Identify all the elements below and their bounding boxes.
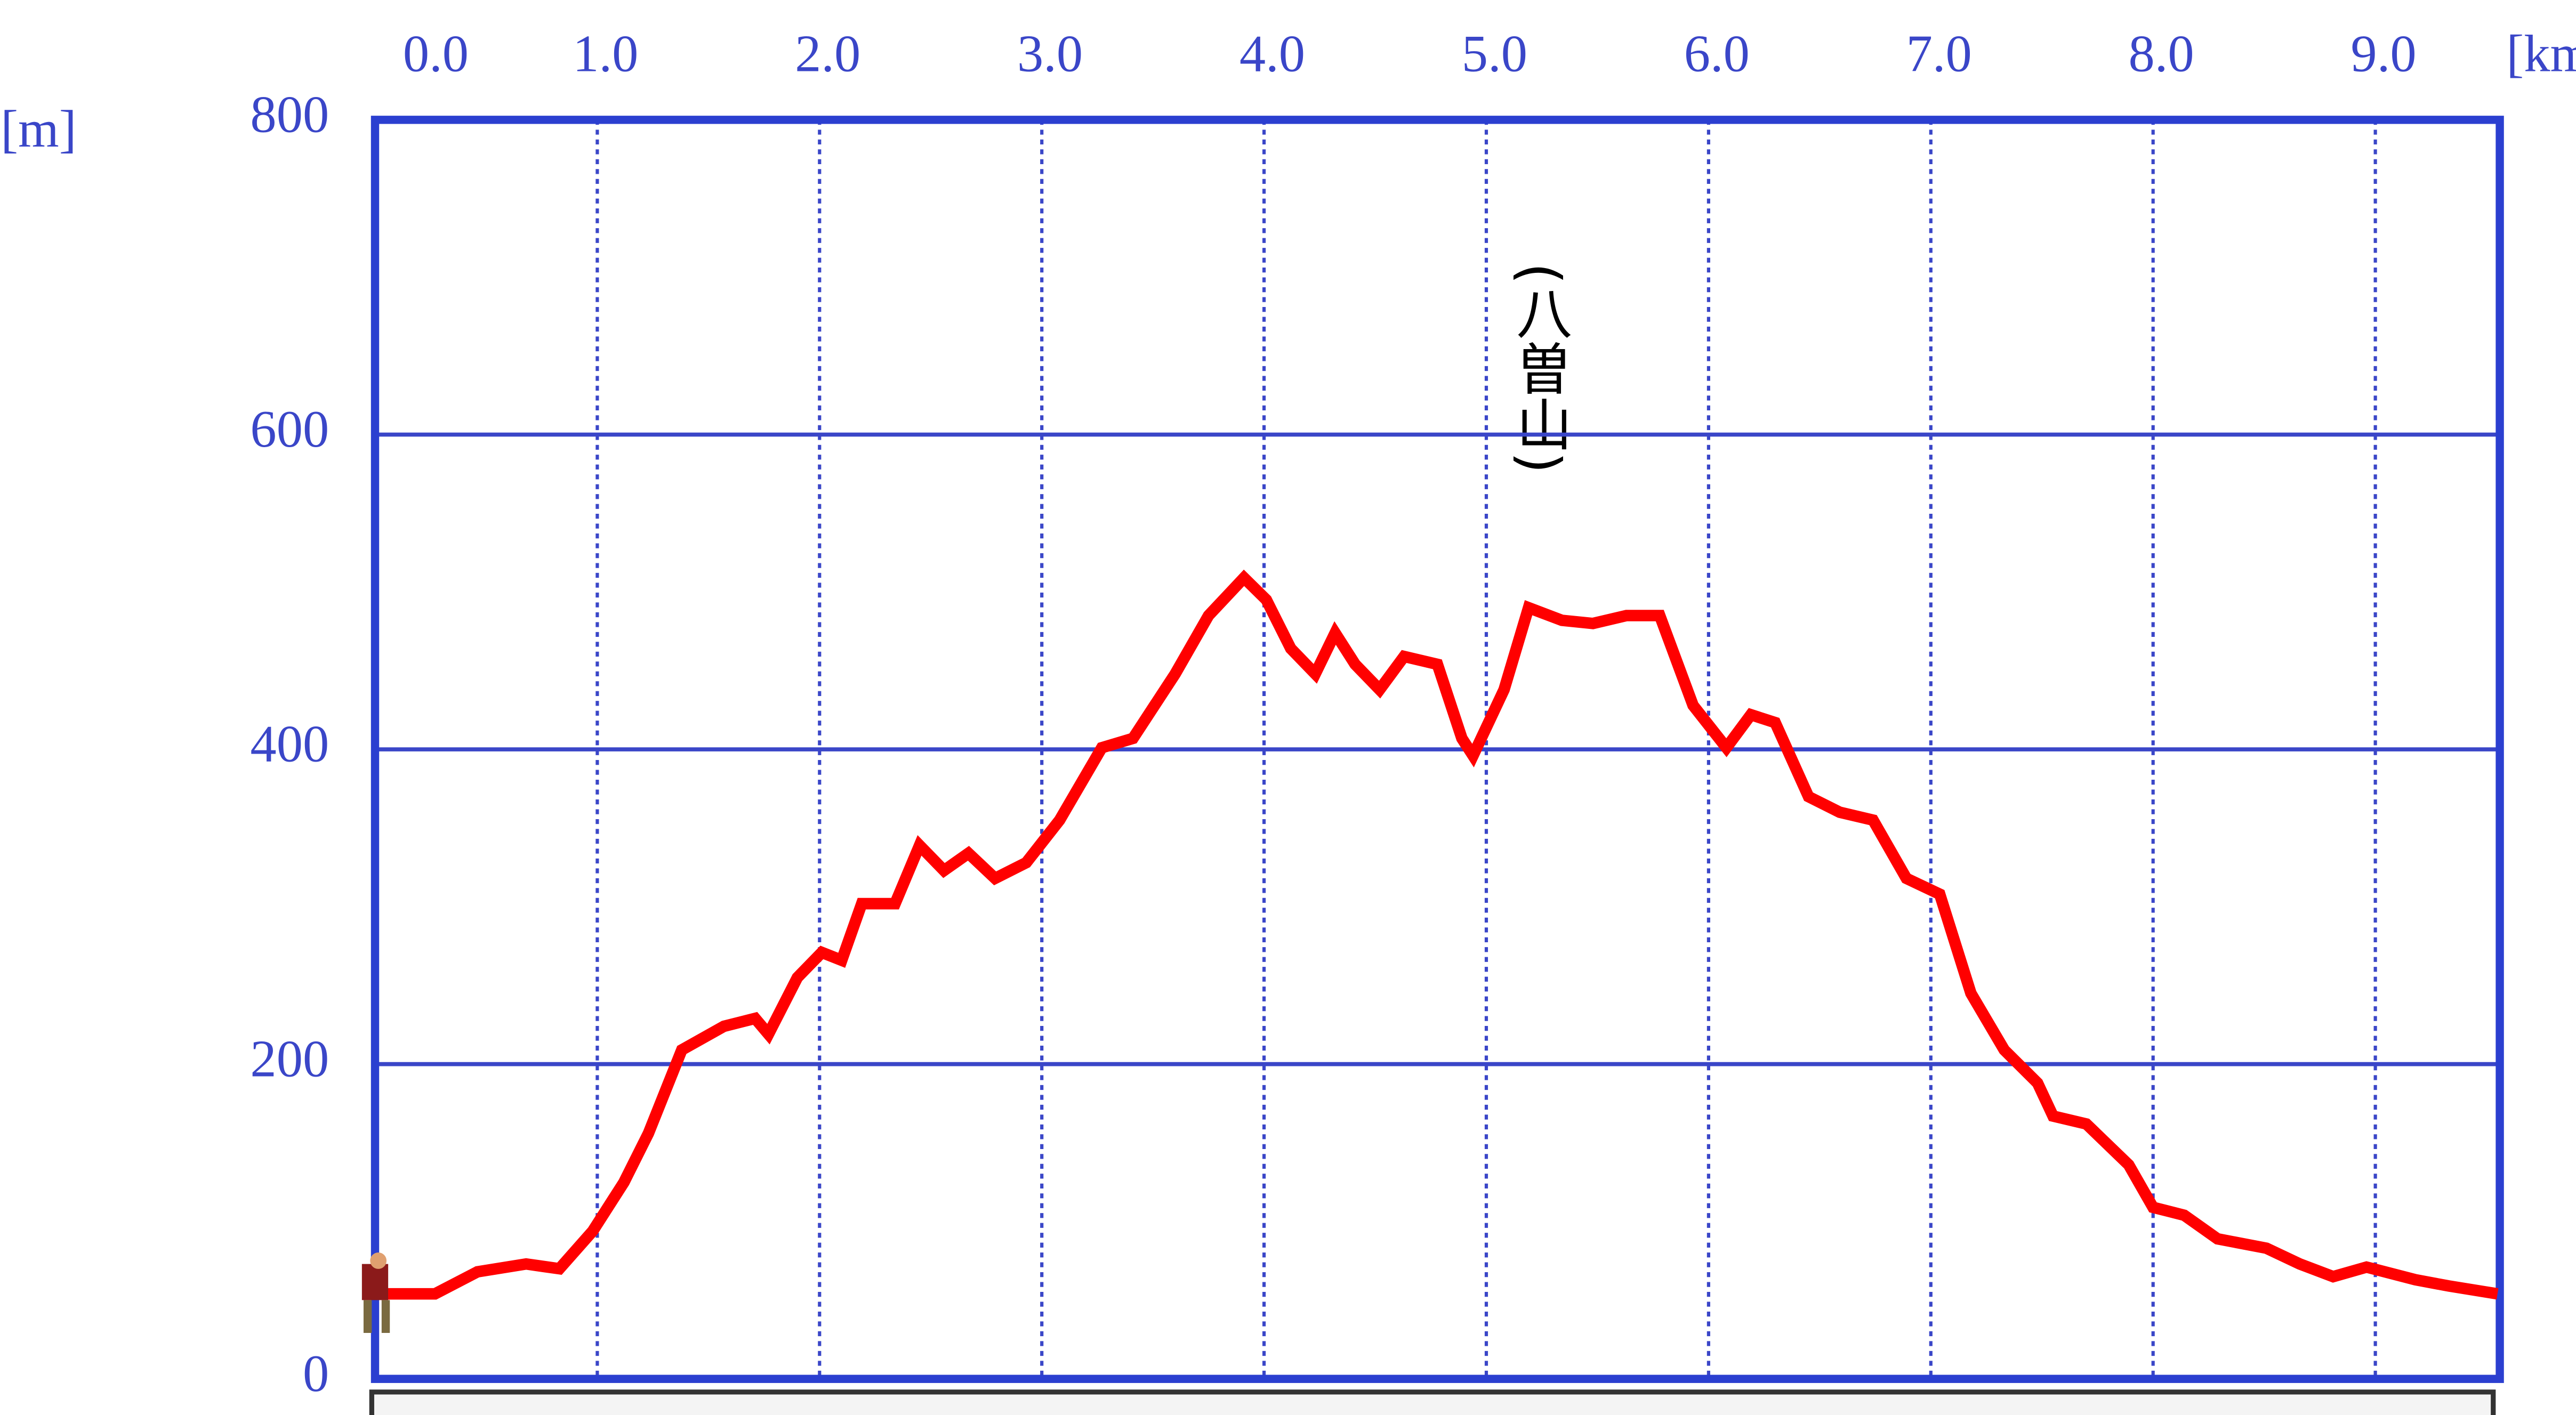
x-tick-label: 2.0: [795, 25, 860, 83]
y-tick-label: 600: [250, 400, 329, 458]
y-tick-label: 200: [250, 1030, 329, 1088]
annotation: (八曽山): [1507, 263, 1572, 474]
x-tick-label: 6.0: [1684, 25, 1750, 83]
y-tick-label: 400: [250, 715, 329, 773]
x-tick-label: 0.0: [403, 25, 469, 83]
x-tick-label: 3.0: [1017, 25, 1083, 83]
y-tick-label: 800: [250, 85, 329, 143]
x-tick-label: 4.0: [1239, 25, 1305, 83]
y-tick-label: 0: [303, 1345, 329, 1403]
y-axis-label: [m]: [1, 100, 76, 158]
x-tick-label: 8.0: [2129, 25, 2194, 83]
x-tick-label: 5.0: [1462, 25, 1527, 83]
info-box: [369, 1389, 2496, 1415]
x-axis-label: [km]: [2506, 25, 2576, 83]
x-tick-label: 1.0: [573, 25, 638, 83]
plot-frame: [371, 116, 2504, 1383]
hiker-icon: [361, 1252, 390, 1333]
x-tick-label: 7.0: [1906, 25, 1972, 83]
elevation-line: [375, 569, 2499, 1300]
x-tick-label: 9.0: [2350, 25, 2416, 83]
